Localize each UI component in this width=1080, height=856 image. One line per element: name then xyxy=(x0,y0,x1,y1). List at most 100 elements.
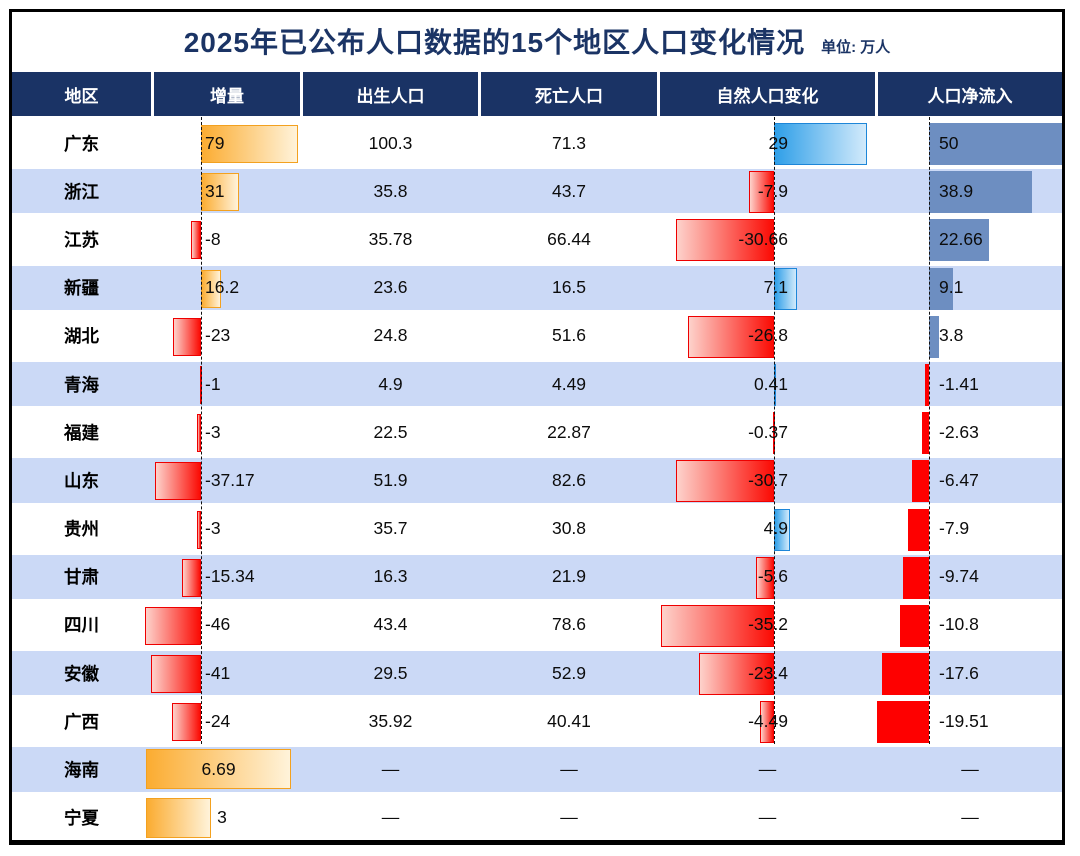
net-inflow-value: 3.8 xyxy=(939,325,964,346)
net-inflow-bar xyxy=(903,556,929,599)
increment-value: 6.69 xyxy=(201,759,236,780)
column-header-region: 地区 xyxy=(12,72,151,116)
natural-change-value: 4.9 xyxy=(763,518,788,539)
natural-change-value: -0.37 xyxy=(748,421,788,442)
region-label: 浙江 xyxy=(64,181,99,202)
column-header-deaths: 死亡人口 xyxy=(481,72,657,116)
deaths-value: — xyxy=(560,807,578,828)
deaths-value: 40.41 xyxy=(547,710,591,731)
deaths-value: 16.5 xyxy=(551,277,587,298)
column-header-births: 出生人口 xyxy=(303,72,478,116)
population-table: 2025年已公布人口数据的15个地区人口变化情况 单位: 万人 地区 增量 出生… xyxy=(9,9,1065,845)
deaths-value: 66.44 xyxy=(547,228,591,249)
table-row: 甘肃 -15.34 16.3 21.9 -5.6 -9.74 xyxy=(12,550,1062,599)
increment-bar xyxy=(155,462,201,501)
net-inflow-bar xyxy=(877,701,929,744)
net-inflow-value: 9.1 xyxy=(939,277,964,298)
region-label: 青海 xyxy=(64,374,99,395)
natural-change-bar xyxy=(759,701,774,744)
region-label: 山东 xyxy=(64,470,99,491)
net-inflow-bar xyxy=(900,604,929,647)
births-value: 4.9 xyxy=(378,373,403,394)
net-inflow-bar xyxy=(929,315,940,358)
region-label: 福建 xyxy=(64,422,99,443)
increment-value: -3 xyxy=(205,421,221,442)
natural-change-bar xyxy=(699,653,774,696)
increment-baseline-dashed-line xyxy=(201,117,202,744)
natural-change-bar xyxy=(688,315,774,358)
natural-change-value: -4.49 xyxy=(748,710,788,731)
increment-value: 31 xyxy=(205,180,225,201)
net-inflow-bar xyxy=(911,460,929,503)
region-label: 新疆 xyxy=(64,278,99,299)
births-value: 23.6 xyxy=(373,277,408,298)
births-value: 24.8 xyxy=(373,325,408,346)
region-label: 宁夏 xyxy=(64,808,99,829)
table-header-row: 地区 增量 出生人口 死亡人口 自然人口变化 人口净流入 xyxy=(12,70,1062,117)
unit-label: 单位: 万人 xyxy=(821,38,891,56)
region-label: 广东 xyxy=(64,133,99,154)
births-value: 29.5 xyxy=(373,662,408,683)
net-inflow-value: -19.51 xyxy=(939,710,989,731)
natural-change-value: -7.9 xyxy=(757,180,788,201)
deaths-value: 78.6 xyxy=(551,614,587,635)
net-inflow-bar xyxy=(929,219,990,262)
natural-change-bar xyxy=(675,219,774,262)
natural-change-value: 7.1 xyxy=(763,277,788,298)
increment-bar xyxy=(146,797,212,838)
deaths-value: 51.6 xyxy=(551,325,587,346)
table-row: 新疆 16.2 23.6 16.5 7.1 9.1 xyxy=(12,261,1062,310)
increment-value: -41 xyxy=(205,662,231,683)
net-inflow-value: -6.47 xyxy=(939,469,979,490)
net-inflow-value: — xyxy=(961,807,979,828)
region-label: 四川 xyxy=(64,615,99,636)
natural-change-value: -35.2 xyxy=(748,614,788,635)
net-inflow-value: -9.74 xyxy=(939,566,979,587)
increment-bar xyxy=(172,317,201,356)
net-inflow-value: -1.41 xyxy=(939,373,979,394)
natural-change-bar xyxy=(774,123,867,165)
region-label: 江苏 xyxy=(64,229,99,250)
deaths-value: — xyxy=(560,759,578,780)
natural-change-value: — xyxy=(758,759,777,780)
region-label: 广西 xyxy=(64,711,99,732)
natural-change-value: 29 xyxy=(768,132,788,153)
natural-change-value: -23.4 xyxy=(748,662,788,683)
increment-bar xyxy=(197,414,201,453)
increment-value: 79 xyxy=(205,132,225,153)
table-row: 广西 -24 35.92 40.41 -4.49 -19.51 xyxy=(12,695,1062,744)
increment-bar xyxy=(201,173,240,212)
births-value: 22.5 xyxy=(373,421,408,442)
net-inflow-value: 50 xyxy=(939,132,959,153)
natural-change-bar xyxy=(661,604,774,647)
natural-change-value: -30.7 xyxy=(748,469,788,490)
net-inflow-bar xyxy=(929,171,1033,214)
region-label: 贵州 xyxy=(64,519,99,540)
title-bar: 2025年已公布人口数据的15个地区人口变化情况 单位: 万人 xyxy=(12,12,1062,70)
table-row: 福建 -3 22.5 22.87 -0.37 -2.63 xyxy=(12,406,1062,455)
table-row: 广东 79 100.3 71.3 29 50 xyxy=(12,117,1062,165)
region-label: 湖北 xyxy=(64,326,99,347)
natural-change-value: -30.66 xyxy=(738,228,788,249)
increment-bar xyxy=(191,221,201,260)
increment-value: -3 xyxy=(205,518,221,539)
table-row: 青海 -1 4.9 4.49 0.41 -1.41 xyxy=(12,357,1062,407)
table-row: 江苏 -8 35.78 66.44 -30.66 22.66 xyxy=(12,213,1062,262)
deaths-value: 71.3 xyxy=(551,132,587,153)
net-inflow-value: -17.6 xyxy=(939,662,979,683)
increment-value: -46 xyxy=(205,614,231,635)
births-value: — xyxy=(381,807,400,828)
net-inflow-value: 22.66 xyxy=(939,228,983,249)
deaths-value: 82.6 xyxy=(551,469,587,490)
table-row: 贵州 -3 35.7 30.8 4.9 -7.9 xyxy=(12,502,1062,551)
net-inflow-bar xyxy=(929,123,1062,165)
table-row: 湖北 -23 24.8 51.6 -26.8 3.8 xyxy=(12,309,1062,358)
deaths-value: 21.9 xyxy=(551,566,587,587)
births-value: 51.9 xyxy=(373,469,408,490)
page-title: 2025年已公布人口数据的15个地区人口变化情况 xyxy=(183,27,806,58)
table-row: 海南 6.69 — — — — xyxy=(12,743,1062,792)
table-row: 四川 -46 43.4 78.6 -35.2 -10.8 xyxy=(12,598,1062,647)
net-inflow-value: 38.9 xyxy=(939,180,974,201)
deaths-value: 52.9 xyxy=(551,662,587,683)
